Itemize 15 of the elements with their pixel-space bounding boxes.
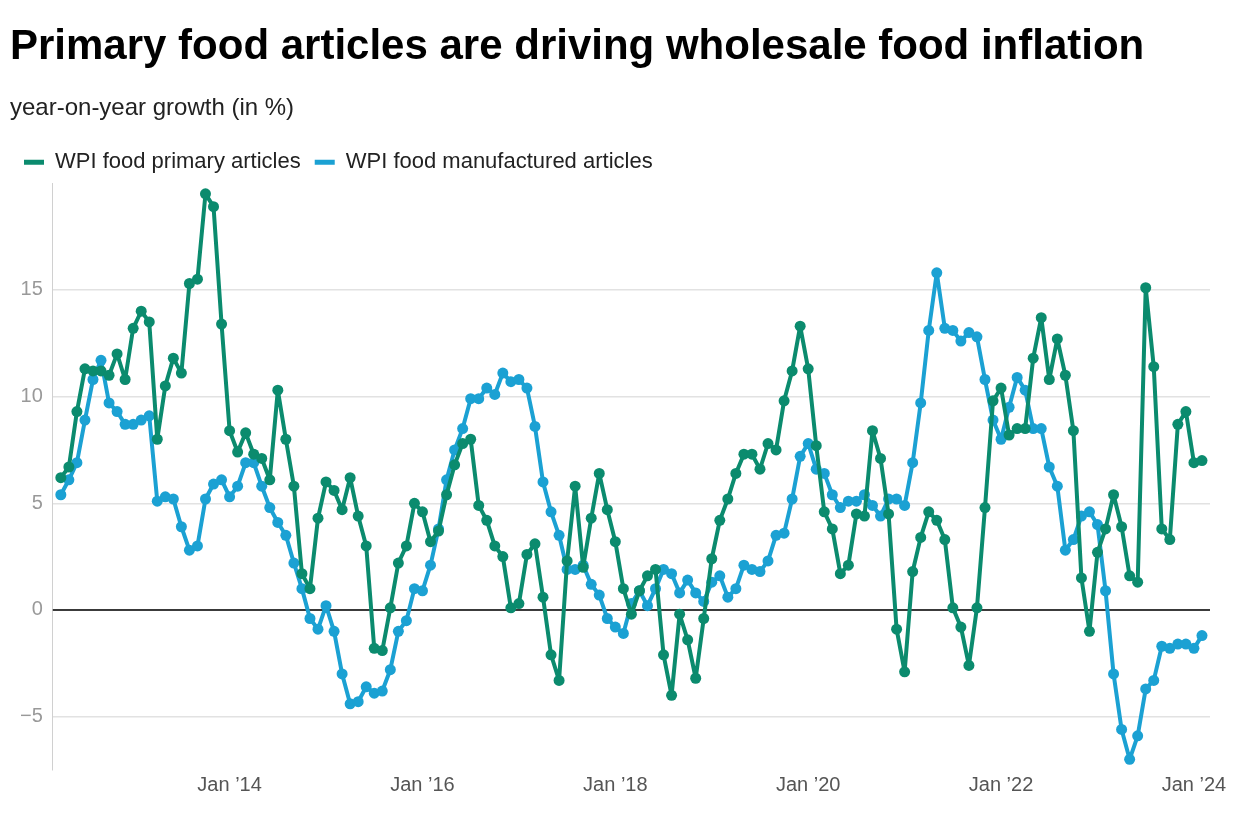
y-tick-label: 10 <box>20 384 43 407</box>
y-tick-label: 15 <box>20 277 43 300</box>
x-tick-label: Jan ’14 <box>197 772 262 795</box>
legend-label: WPI food primary articles <box>55 148 301 174</box>
y-tick-label: −5 <box>19 704 43 727</box>
chart-title: Primary food articles are driving wholesale food inflation <box>10 20 1145 68</box>
x-tick-label: Jan ’24 <box>1161 772 1227 795</box>
chart-subtitle: year-on-year growth (in %) <box>10 93 295 121</box>
y-tick-label: 5 <box>31 490 43 513</box>
x-tick-label: Jan ’16 <box>390 772 455 795</box>
x-tick-label: Jan ’18 <box>583 772 648 795</box>
legend-label: WPI food manufactured articles <box>345 148 653 174</box>
y-tick-label: 0 <box>31 597 43 620</box>
x-tick-label: Jan ’20 <box>775 772 841 795</box>
x-tick-label: Jan ’22 <box>968 772 1034 795</box>
